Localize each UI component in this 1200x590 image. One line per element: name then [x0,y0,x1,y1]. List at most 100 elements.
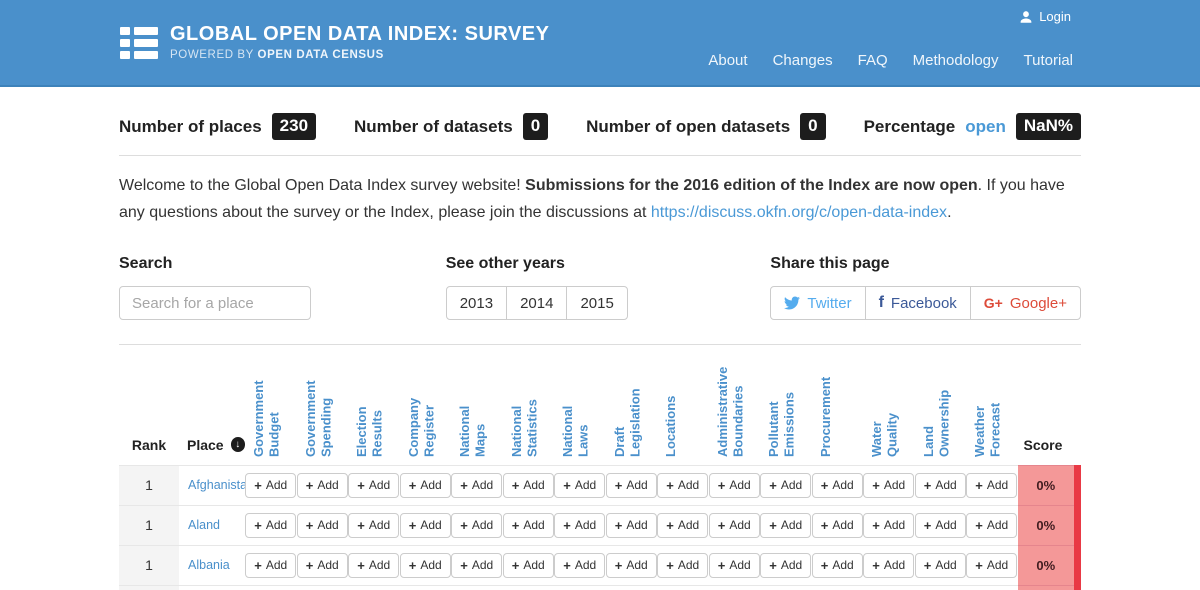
dataset-column-header[interactable]: Company Register [400,345,452,465]
dataset-column-header[interactable]: Weather Forecast [966,345,1018,465]
add-button[interactable]: + Add [657,512,709,538]
dataset-column-header[interactable]: Locations [657,345,709,465]
dataset-column-label: Government Budget [251,380,282,457]
dataset-column-label: Administrative Boundaries [714,366,745,457]
add-button[interactable]: + Add [605,512,657,538]
add-button[interactable]: + Add [554,472,606,498]
add-button[interactable]: + Add [811,512,863,538]
nav-link-1[interactable]: Changes [772,52,833,69]
plus-icon: + [872,477,880,493]
nav-link-3[interactable]: Methodology [912,52,999,69]
add-button[interactable]: + Add [348,472,400,498]
add-button[interactable]: + Add [554,552,606,578]
add-button[interactable]: + Add [760,472,812,498]
year-button-2013[interactable]: 2013 [445,286,508,321]
year-button-2015[interactable]: 2015 [566,286,628,321]
share-googleplus-button[interactable]: G+ Google+ [969,286,1081,321]
add-button[interactable]: + Add [760,512,812,538]
add-button[interactable]: + Add [966,472,1018,498]
place-column-header[interactable]: Place ↓ [179,345,245,465]
add-button[interactable]: + Add [811,472,863,498]
plus-icon: + [769,517,777,533]
dataset-column-header[interactable]: Water Quality [863,345,915,465]
place-link[interactable]: Albania [188,558,230,573]
plus-icon: + [820,557,829,573]
add-button[interactable]: + Add [245,472,297,498]
dataset-column-header[interactable]: National Statistics [503,345,555,465]
search-input[interactable] [119,286,311,321]
dataset-column-header[interactable]: Administrative Boundaries [709,345,761,465]
add-button[interactable]: + Add [605,552,657,578]
add-button[interactable]: + Add [966,512,1018,538]
add-button[interactable]: + Add [811,552,863,578]
add-button[interactable]: + Add [657,472,709,498]
add-button[interactable]: + Add [657,552,709,578]
add-button[interactable]: + Add [914,472,966,498]
dataset-cell: +Add [554,464,606,506]
circle-arrow-down-icon[interactable]: ↓ [230,437,245,453]
add-button-label: Add [317,478,339,493]
year-button-2014[interactable]: 2014 [506,286,568,321]
dataset-column-header[interactable]: Pollutant Emissions [760,345,812,465]
add-button-label: Add [420,558,442,573]
add-button-label: Add [832,558,854,573]
add-button[interactable]: + Add [399,512,451,538]
share-facebook-button[interactable]: f Facebook [864,286,971,321]
add-button[interactable]: + Add [760,552,812,578]
dataset-column-header[interactable]: Government Spending [297,345,349,465]
add-button[interactable]: + Add [502,552,554,578]
add-button[interactable]: + Add [966,552,1018,578]
plus-icon: + [975,557,983,573]
add-button[interactable]: + Add [863,552,915,578]
add-button-label: Add [368,478,391,493]
nav-link-0[interactable]: About [708,52,748,69]
place-link[interactable]: Aland [188,518,220,533]
add-button[interactable]: + Add [914,512,966,538]
dataset-column-header[interactable]: Land Ownership [915,345,967,465]
share-twitter-button[interactable]: Twitter [770,286,866,321]
place-link[interactable]: Afghanistan [188,478,255,493]
nav-link-2[interactable]: FAQ [857,52,888,69]
add-button[interactable]: + Add [245,512,297,538]
dataset-column-header[interactable]: Procurement [812,345,864,465]
add-button[interactable]: + Add [863,472,915,498]
add-button[interactable]: + Add [399,552,451,578]
dataset-column-header[interactable]: Government Budget [245,345,297,465]
login-button[interactable]: Login [1019,9,1071,24]
add-button[interactable]: + Add [502,512,554,538]
add-button[interactable]: + Add [708,552,760,578]
plus-icon: + [408,517,417,533]
add-button[interactable]: + Add [451,512,503,538]
plus-icon: + [460,517,468,533]
dataset-cell: +Add [863,504,915,546]
add-button[interactable]: + Add [451,472,503,498]
dataset-column-header[interactable]: Draft Legislation [606,345,658,465]
dataset-column-header[interactable]: National Laws [554,345,606,465]
add-button[interactable]: + Add [245,552,297,578]
add-button[interactable]: + Add [605,472,657,498]
add-button[interactable]: + Add [708,512,760,538]
add-button[interactable]: + Add [502,472,554,498]
add-button[interactable]: + Add [348,512,400,538]
add-button[interactable]: + Add [863,512,915,538]
dataset-cell: +Add [296,504,348,546]
discuss-forum-link[interactable]: https://discuss.okfn.org/c/open-data-ind… [650,203,948,221]
dataset-cell: +Add [399,584,451,590]
dataset-cell: +Add [760,464,812,506]
add-button[interactable]: + Add [296,512,348,538]
stat-datasets: Number of datasets 0 [354,113,549,140]
plus-icon: + [305,477,314,493]
add-button[interactable]: + Add [451,552,503,578]
nav-link-4[interactable]: Tutorial [1023,52,1073,69]
add-button[interactable]: + Add [554,512,606,538]
add-button[interactable]: + Add [296,472,348,498]
add-button[interactable]: + Add [914,552,966,578]
dataset-column-header[interactable]: Election Results [348,345,400,465]
add-button[interactable]: + Add [708,472,760,498]
add-button[interactable]: + Add [399,472,451,498]
plus-icon: + [614,557,623,573]
add-button[interactable]: + Add [296,552,348,578]
open-definition-link[interactable]: open [965,116,1006,136]
dataset-column-header[interactable]: National Maps [451,345,503,465]
add-button[interactable]: + Add [348,552,400,578]
